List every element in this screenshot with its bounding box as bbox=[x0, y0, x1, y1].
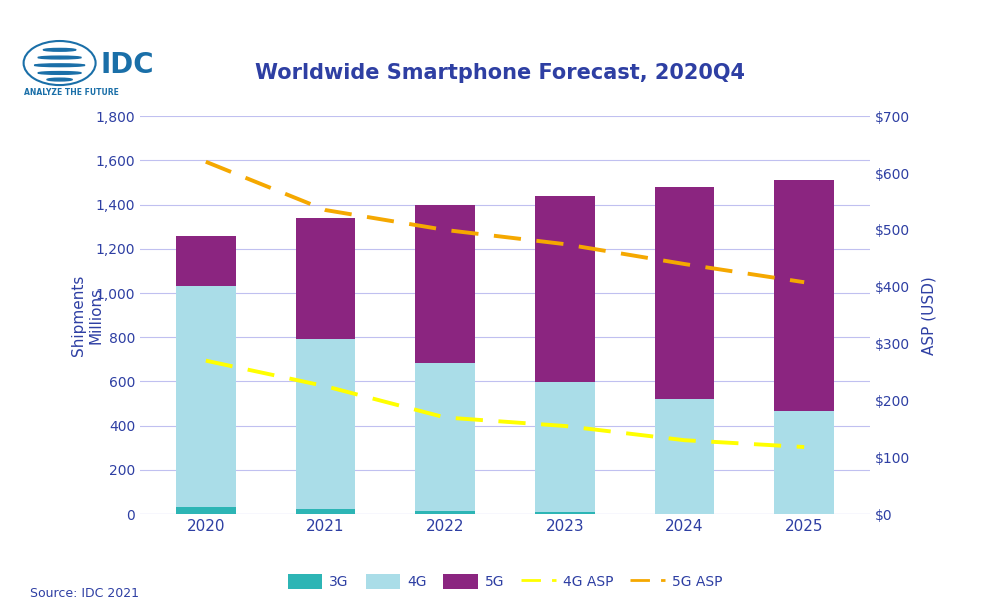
Bar bbox=[655, 187, 714, 399]
Ellipse shape bbox=[38, 72, 81, 74]
Ellipse shape bbox=[38, 56, 81, 59]
Ellipse shape bbox=[47, 78, 72, 81]
Text: IDC: IDC bbox=[101, 51, 155, 79]
Text: Source: IDC 2021: Source: IDC 2021 bbox=[30, 587, 139, 600]
Bar bbox=[296, 218, 355, 339]
Y-axis label: ASP (USD): ASP (USD) bbox=[921, 276, 936, 354]
Bar bbox=[655, 399, 714, 513]
Bar bbox=[296, 509, 355, 514]
Bar bbox=[415, 364, 475, 512]
Bar bbox=[415, 204, 475, 364]
Bar bbox=[176, 236, 236, 286]
Bar bbox=[176, 286, 236, 507]
Text: ANALYZE THE FUTURE: ANALYZE THE FUTURE bbox=[24, 88, 118, 97]
Bar bbox=[774, 411, 834, 514]
Ellipse shape bbox=[34, 64, 85, 67]
Bar bbox=[415, 512, 475, 514]
Bar bbox=[535, 382, 595, 512]
Text: Worldwide Smartphone Forecast, 2020Q4: Worldwide Smartphone Forecast, 2020Q4 bbox=[255, 64, 745, 83]
Bar bbox=[296, 339, 355, 509]
Bar bbox=[535, 512, 595, 514]
Legend: 3G, 4G, 5G, 4G ASP, 5G ASP: 3G, 4G, 5G, 4G ASP, 5G ASP bbox=[282, 569, 728, 595]
Ellipse shape bbox=[43, 48, 76, 51]
Bar bbox=[774, 180, 834, 411]
Bar bbox=[535, 196, 595, 382]
Bar bbox=[176, 507, 236, 514]
Y-axis label: Shipments
Millions: Shipments Millions bbox=[71, 275, 103, 356]
